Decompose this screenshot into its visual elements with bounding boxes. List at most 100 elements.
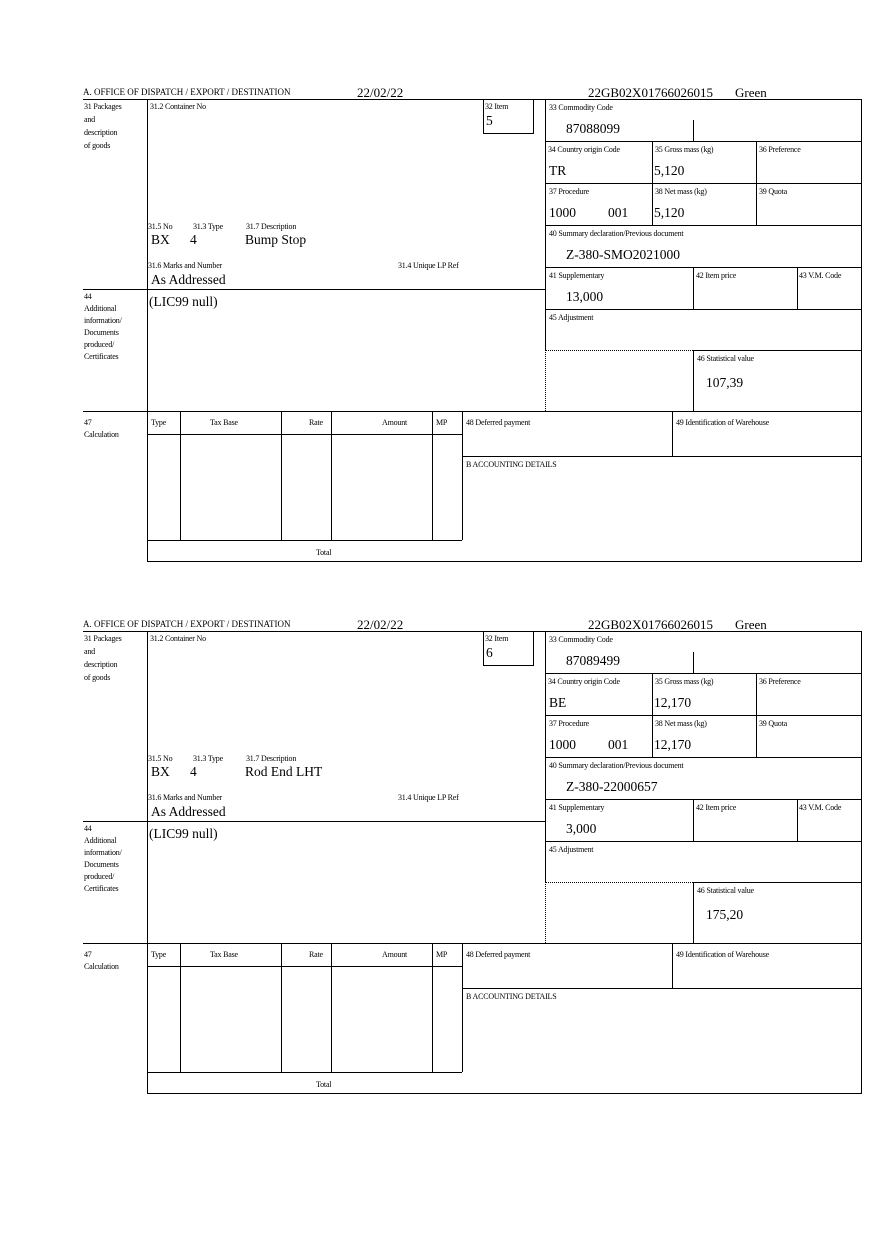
procedure: 1000 [549,205,576,220]
calc-col-rate: Rate [309,418,323,427]
calc-col-mp: MP [436,950,448,959]
label-line: and [84,115,95,124]
quota-label: 39 Quota [759,187,787,196]
customs-item-form: A. OFFICE OF DISPATCH / EXPORT / DESTINA… [0,612,882,1094]
statistical-value: 175,20 [706,907,744,922]
country-origin-label: 34 Country origin Code [548,145,620,154]
divider [331,411,332,540]
divider [83,943,862,944]
net-mass-label: 38 Net mass (kg) [655,187,707,196]
calc-col-mp: MP [436,418,448,427]
calc-col-tax-base: Tax Base [210,950,238,959]
divider [693,882,694,943]
additional-info-label: 44 Additional information/ Documents pro… [84,823,122,895]
reference-number: 22GB02X01766026015 [588,617,713,632]
country-origin: BE [549,695,567,710]
divider [652,673,653,757]
divider [693,267,694,309]
calc-col-tax-base: Tax Base [210,418,238,427]
divider [693,799,694,841]
divider [693,120,694,141]
statistical-value: 107,39 [706,375,744,390]
date: 22/02/22 [357,617,404,632]
marks-value: As Addressed [151,804,226,819]
divider [861,631,862,1093]
label-line: 47 [84,418,92,427]
net-mass: 5,120 [654,205,685,220]
divider [483,133,534,134]
divider [83,411,862,412]
calc-col-amount: Amount [382,950,408,959]
preference-label: 36 Preference [759,677,801,686]
divider [533,631,534,665]
vm-code-label: 43 V.M. Code [799,803,842,812]
item-price-label: 42 Item price [696,803,737,812]
label-line: Certificates [84,884,119,893]
goods-description: Rod End LHT [245,764,323,779]
label-line: 31 Packages [84,634,122,643]
package-no-label: 31.5 No [148,222,173,231]
country-origin-label: 34 Country origin Code [548,677,620,686]
gross-mass: 5,120 [654,163,685,178]
label-line: produced/ [84,340,115,349]
calculation-label: 47 Calculation [84,417,119,441]
calculation-label: 47 Calculation [84,949,119,973]
label-line: Documents [84,860,119,869]
divider [147,631,148,1093]
label-line: 31 Packages [84,102,122,111]
supplementary-label: 41 Supplementary [549,803,605,812]
commodity-code: 87088099 [566,121,620,136]
divider [483,665,534,666]
net-mass: 12,170 [654,737,692,752]
gross-mass-label: 35 Gross mass (kg) [655,145,714,154]
divider [83,631,862,632]
divider [432,411,433,540]
date: 22/02/22 [357,85,404,100]
marks-label: 31.6 Marks and Number [148,261,223,270]
label-line: description [84,128,118,137]
divider [545,141,862,142]
country-origin: TR [549,163,567,178]
package-no-label: 31.5 No [148,754,173,763]
calc-col-rate: Rate [309,950,323,959]
statistical-value-label: 46 Statistical value [697,886,754,895]
label-line: Certificates [84,352,119,361]
label-line: 44 [84,824,92,833]
label-line: and [84,647,95,656]
reference-number: 22GB02X01766026015 [588,85,713,100]
previous-document-label: 40 Summary declaration/Previous document [549,761,684,770]
divider [147,1093,862,1094]
vm-code-label: 43 V.M. Code [799,271,842,280]
adjustment-label: 45 Adjustment [549,845,594,854]
divider [462,456,862,457]
divider [180,943,181,1072]
container-no-label: 31.2 Container No [150,102,206,111]
accounting-details-label: B ACCOUNTING DETAILS [466,460,557,469]
label-line: Calculation [84,430,119,439]
commodity-code: 87089499 [566,653,620,668]
office-label: A. OFFICE OF DISPATCH / EXPORT / DESTINA… [83,619,291,629]
supplementary-units: 3,000 [566,821,597,836]
unique-lp-ref-label: 31.4 Unique LP Ref [398,793,459,802]
label-line: of goods [84,673,111,682]
divider [147,966,462,967]
divider [83,821,545,822]
divider [545,841,862,842]
divider [462,411,463,540]
label-line: Additional [84,304,117,313]
item-label: 32 Item [485,634,509,643]
procedure: 1000 [549,737,576,752]
additional-info-value: (LIC99 null) [149,294,218,309]
preference-label: 36 Preference [759,145,801,154]
dotted-divider [545,882,546,943]
calc-total-label: Total [316,1080,332,1089]
divider [693,350,694,411]
divider [83,99,862,100]
divider [281,943,282,1072]
deferred-payment-label: 48 Deferred payment [466,950,531,959]
quota-label: 39 Quota [759,719,787,728]
divider [797,799,798,841]
package-no: BX [151,764,170,779]
divider [672,411,673,456]
container-no-label: 31.2 Container No [150,634,206,643]
